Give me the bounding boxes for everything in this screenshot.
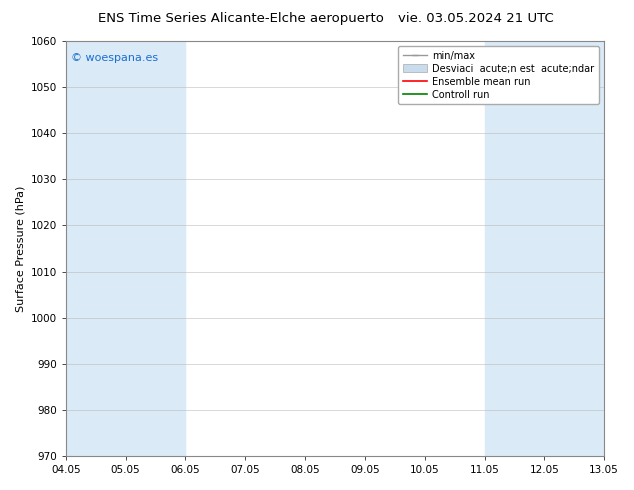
Legend: min/max, Desviaci  acute;n est  acute;ndar, Ensemble mean run, Controll run: min/max, Desviaci acute;n est acute;ndar… <box>398 46 599 104</box>
Bar <box>604 41 634 456</box>
Text: vie. 03.05.2024 21 UTC: vie. 03.05.2024 21 UTC <box>398 12 553 25</box>
Text: ENS Time Series Alicante-Elche aeropuerto: ENS Time Series Alicante-Elche aeropuert… <box>98 12 384 25</box>
Y-axis label: Surface Pressure (hPa): Surface Pressure (hPa) <box>15 185 25 312</box>
Bar <box>66 41 186 456</box>
Text: © woespana.es: © woespana.es <box>71 53 158 64</box>
Bar <box>484 41 604 456</box>
